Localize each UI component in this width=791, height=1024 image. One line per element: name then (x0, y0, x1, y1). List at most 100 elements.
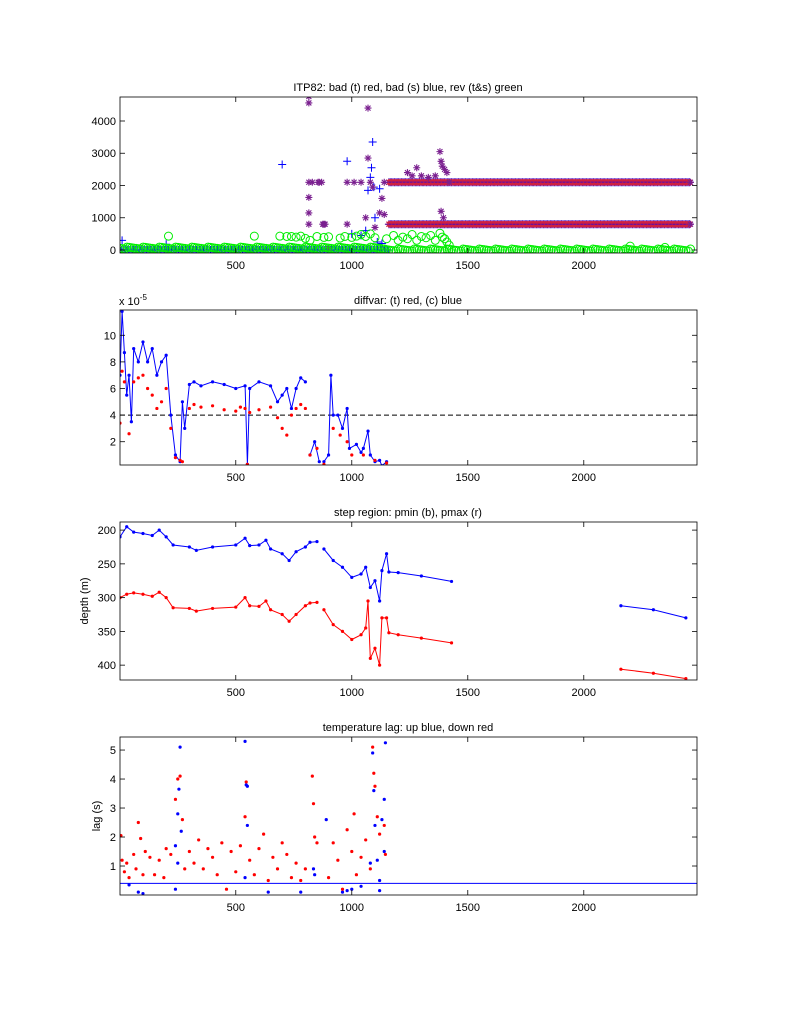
series-down-point (224, 887, 229, 891)
x-tick-label: 2000 (572, 902, 596, 914)
series-bad_both-point (380, 178, 388, 186)
series-pmin-point (684, 616, 688, 620)
series-bad_both-point (443, 169, 451, 177)
series-rev-run-marker (120, 244, 130, 253)
series-bad_s-point (375, 184, 384, 193)
series-rev-run-marker (667, 246, 677, 253)
axes-box (119, 521, 698, 681)
series-rev-run-marker (474, 244, 484, 253)
series-c-point (192, 380, 196, 384)
y-tick-label: 0 (110, 245, 116, 257)
series-pmin-point (150, 533, 154, 538)
series-pmin-point (187, 545, 191, 549)
series-rev-run-marker (623, 244, 633, 253)
series-pmax-point (210, 606, 215, 611)
series-rev-run-marker (435, 245, 445, 253)
series-rev-run-marker (430, 245, 440, 253)
series-pmax-point (359, 633, 363, 637)
series-bad_both-point (308, 178, 316, 186)
series-pmin-point (234, 543, 238, 547)
series-rev-point (393, 235, 403, 245)
series-pmin-point (619, 604, 623, 608)
series-rev-run-marker (428, 244, 438, 253)
series-rev-run-marker (593, 245, 603, 253)
series-rev-run-marker (500, 245, 510, 253)
series-down-point (178, 774, 182, 778)
series-t-point (280, 426, 284, 431)
series-rev-run-marker (679, 245, 689, 253)
series-c-point (141, 340, 145, 344)
series-pmin-point (315, 539, 319, 544)
series-down-point (383, 852, 388, 857)
y-tick-label: 8 (110, 357, 116, 369)
series-pmin-point (380, 569, 384, 573)
series-bad_both-point (305, 99, 313, 107)
series-t-point (384, 461, 389, 465)
x-tick-label: 1500 (456, 902, 480, 914)
series-bad_both-point (343, 220, 351, 228)
series-rev-run-marker (607, 244, 617, 253)
series-t-point (169, 426, 173, 431)
series-pmax-point (384, 616, 389, 620)
series-down-point (234, 870, 238, 874)
series-rev-run-marker (556, 244, 566, 253)
series-pmax-point (141, 592, 145, 596)
series-rev-run-marker (551, 246, 561, 253)
y-tick-label: 1000 (92, 213, 116, 225)
series-c-point (125, 393, 129, 397)
series-down-point (382, 823, 386, 828)
series-t-point (361, 453, 365, 457)
series-rev-run-marker (570, 246, 579, 253)
plot-diffvar: diffvar: (t) red, (c) blue x 10-5 500 100… (104, 293, 698, 484)
series-rev-run-marker (525, 244, 535, 253)
series-c-point (326, 453, 331, 457)
series-rev-run-marker (651, 246, 661, 253)
series-rev-run-marker (502, 246, 512, 253)
series-pmin-point (419, 574, 423, 578)
series-bad_both-point (305, 97, 313, 100)
series-rev-run-marker (609, 245, 619, 253)
series-up-point (176, 812, 180, 816)
series-rev-run-marker (518, 246, 528, 253)
series-up-point (380, 818, 384, 822)
series-rev-run-marker (405, 246, 415, 253)
series-rev-run-marker (185, 244, 195, 253)
series-pmin-point (210, 545, 215, 549)
series-down-point (243, 815, 247, 819)
series-rev-run-marker (447, 245, 457, 253)
y-tick-label: 2 (110, 832, 116, 844)
series-rev-run-marker (600, 246, 610, 253)
series-bad_both-point (305, 209, 313, 217)
series-down-point (371, 745, 375, 749)
series-rev-point (442, 237, 452, 247)
series-c-point (340, 426, 345, 431)
series-down-point (215, 873, 219, 877)
series-up-point (178, 745, 182, 749)
series-rev-run-marker (546, 245, 556, 253)
series-rev-run-marker (604, 244, 614, 253)
series-pmin-point (303, 545, 307, 549)
series-pmax-point (315, 600, 319, 604)
x-tick-label: 500 (227, 260, 245, 272)
series-rev-run-marker (463, 245, 473, 253)
series-pmax-point (171, 606, 175, 610)
series-rev-run-marker (579, 245, 589, 253)
series-t-point (132, 380, 136, 384)
series-rev-run-marker (479, 245, 489, 253)
series-c-point (132, 346, 136, 351)
series-down-point (313, 835, 317, 839)
series-bad_both-point (413, 164, 421, 172)
series-up-point (127, 883, 131, 887)
series-rev-run-marker (576, 245, 586, 253)
series-c-point (122, 350, 127, 355)
series-rev-point (300, 233, 310, 243)
data-layer (120, 739, 697, 895)
series-rev-run-marker (532, 245, 542, 253)
series-pmax-point (187, 606, 191, 611)
series-c-point (173, 453, 178, 457)
series-t-point (303, 406, 307, 411)
series-bad_both-point (687, 220, 695, 228)
series-bad_s-point (343, 157, 352, 166)
series-rev-run-marker (641, 245, 651, 253)
series-rev-run-marker (539, 244, 549, 253)
